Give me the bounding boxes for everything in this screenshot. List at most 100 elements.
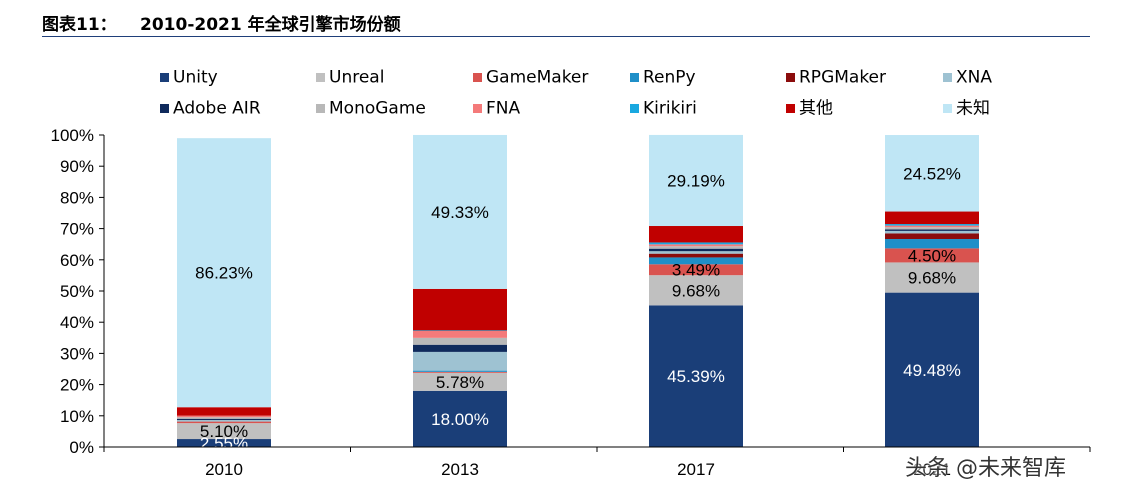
figure-label: 图表11： [42, 15, 117, 35]
bar-2017-monogame [649, 246, 743, 249]
bar-2021-fna [885, 225, 979, 228]
y-tick-label-10: 100% [51, 126, 94, 145]
y-tick-label-7: 70% [60, 220, 94, 239]
bar-2017-unity [649, 305, 743, 447]
y-tick-label-5: 50% [60, 282, 94, 301]
y-tick-label-9: 90% [60, 157, 94, 176]
bar-2021-未知 [885, 135, 979, 212]
bar-2010-其他 [177, 407, 271, 416]
legend-label-其他: 其他 [799, 99, 833, 119]
bar-2021-xna [885, 230, 979, 234]
data-label-2010-unity: 2.55% [200, 434, 248, 453]
bar-2017-renpy [649, 257, 743, 265]
bar-2013-renpy [413, 370, 507, 372]
legend-label-未知: 未知 [956, 99, 990, 119]
legend-label-unity: Unity [173, 68, 218, 88]
legend-label-renpy: RenPy [643, 68, 696, 88]
bar-2013-xna [413, 351, 507, 371]
bar-2010-unity [177, 439, 271, 447]
legend-swatch-未知 [943, 104, 952, 113]
bar-2013-gamemaker [413, 371, 507, 373]
bar-2021-rpgmaker [885, 233, 979, 240]
legend-swatch-其他 [786, 104, 795, 113]
legend-label-rpgmaker: RPGMaker [799, 68, 886, 88]
figure-header: 图表11： 2010-2021 年全球引擎市场份额 [42, 10, 1090, 37]
bar-2013-其他 [413, 288, 507, 331]
data-label-2021-未知: 24.52% [903, 164, 961, 183]
y-tick-label-1: 10% [60, 407, 94, 426]
bar-2010-fna [177, 415, 271, 418]
bar-2021-kirikiri [885, 224, 979, 226]
data-label-2013-unreal: 5.78% [436, 373, 484, 392]
bar-2013-unreal [413, 372, 507, 391]
bar-2013-fna [413, 330, 507, 338]
y-tick-label-4: 40% [60, 313, 94, 332]
bar-2010-未知 [177, 138, 271, 408]
legend-swatch-adobe-air [160, 104, 169, 113]
legend-label-monogame: MonoGame [329, 99, 426, 119]
bar-2021-unreal [885, 262, 979, 293]
data-label-2010-unreal: 5.10% [200, 422, 248, 441]
bar-2017-adobe-air [649, 248, 743, 252]
bar-2013-adobe-air [413, 344, 507, 352]
legend-swatch-unreal [316, 73, 325, 82]
bar-2017-unreal [649, 275, 743, 306]
x-tick-label-2013: 2013 [441, 460, 479, 479]
bar-2017-未知 [649, 134, 743, 227]
legend-swatch-fna [473, 104, 482, 113]
legend-swatch-xna [943, 73, 952, 82]
watermark: 头条 @未来智库 [905, 456, 1066, 481]
y-tick-label-0: 0% [69, 438, 94, 457]
legend-swatch-rpgmaker [786, 73, 795, 82]
y-tick-label-8: 80% [60, 188, 94, 207]
data-label-2017-gamemaker: 3.49% [672, 261, 720, 280]
legend-swatch-unity [160, 73, 169, 82]
data-label-2021-unity: 49.48% [903, 361, 961, 380]
x-tick-label-2017: 2017 [677, 460, 715, 479]
y-tick-label-2: 20% [60, 376, 94, 395]
bar-2017-gamemaker [649, 264, 743, 276]
bar-2017-rpgmaker [649, 253, 743, 258]
figure-title: 2010-2021 年全球引擎市场份额 [140, 15, 401, 35]
data-label-2013-未知: 49.33% [431, 203, 489, 222]
legend-swatch-renpy [630, 73, 639, 82]
data-label-2017-未知: 29.19% [667, 171, 725, 190]
bar-2010-xna [177, 420, 271, 422]
bar-2010-gamemaker [177, 421, 271, 424]
bar-2021-adobe-air [885, 229, 979, 231]
bar-2013-未知 [413, 134, 507, 289]
bar-2017-xna [649, 251, 743, 254]
bar-2017-其他 [649, 226, 743, 243]
bar-2013-unity [413, 390, 507, 447]
bar-2021-renpy [885, 239, 979, 249]
data-label-2017-unity: 45.39% [667, 367, 725, 386]
legend-swatch-gamemaker [473, 73, 482, 82]
legend-label-adobe-air: Adobe AIR [173, 99, 261, 119]
legend-label-gamemaker: GameMaker [486, 68, 588, 88]
bar-2010-unreal [177, 423, 271, 440]
legend-swatch-kirikiri [630, 104, 639, 113]
bar-2017-fna [649, 244, 743, 247]
bar-2021-monogame [885, 227, 979, 230]
bar-2013-monogame [413, 337, 507, 345]
bar-2021-其他 [885, 211, 979, 225]
data-label-2010-未知: 86.23% [195, 264, 253, 283]
data-label-2017-unreal: 9.68% [672, 281, 720, 300]
x-tick-label-2021: 2021 [913, 460, 951, 479]
legend-label-unreal: Unreal [329, 68, 384, 88]
bar-2013-kirikiri [413, 330, 507, 331]
data-label-2021-unreal: 9.68% [908, 269, 956, 288]
legend-swatch-monogame [316, 104, 325, 113]
data-label-2021-gamemaker: 4.50% [908, 246, 956, 265]
y-tick-label-6: 60% [60, 251, 94, 270]
legend-label-fna: FNA [486, 99, 520, 119]
bar-2021-unity [885, 292, 979, 447]
bar-2010-adobe-air [177, 418, 271, 421]
legend-label-xna: XNA [956, 68, 992, 88]
x-tick-label-2010: 2010 [205, 460, 243, 479]
legend-label-kirikiri: Kirikiri [643, 99, 697, 119]
data-label-2013-unity: 18.00% [431, 410, 489, 429]
bar-2010-monogame [177, 417, 271, 419]
y-tick-label-3: 30% [60, 344, 94, 363]
